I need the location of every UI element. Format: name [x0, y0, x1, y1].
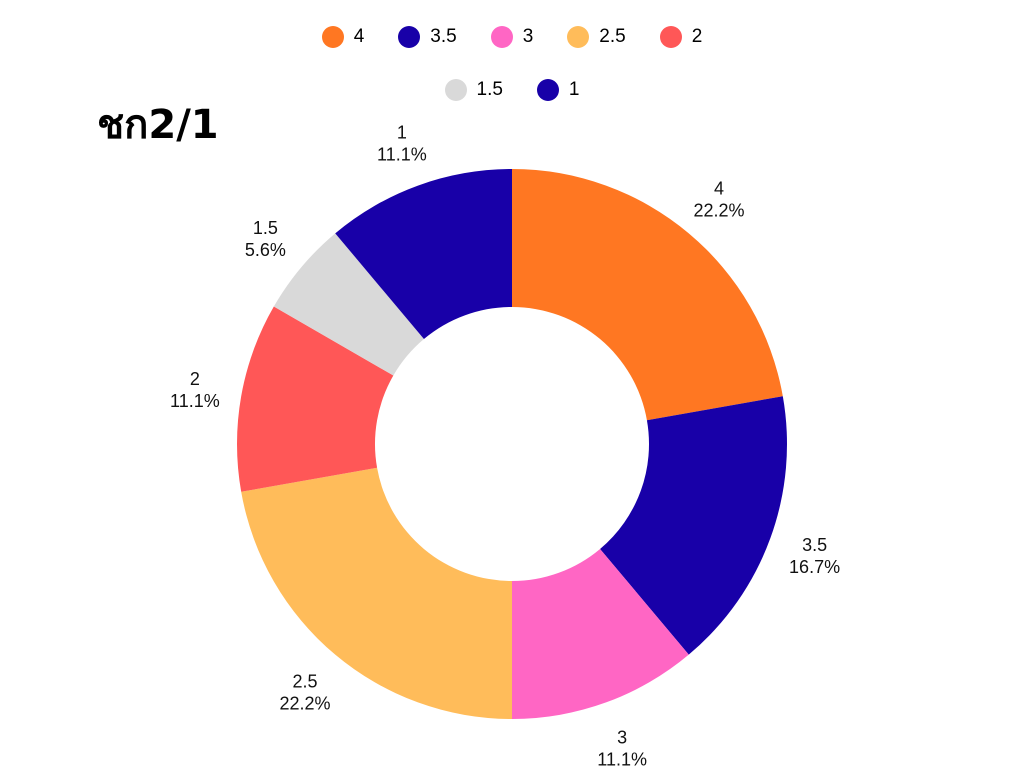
legend-swatch — [659, 26, 682, 48]
legend-item-1: 1 — [536, 79, 580, 101]
slice-percent: 22.2% — [693, 200, 744, 220]
legend-swatch — [567, 26, 590, 48]
legend-item-2: 2 — [659, 26, 703, 48]
legend-row-1: 4 3.5 3 2.5 2 — [0, 26, 1024, 48]
legend-swatch — [536, 79, 559, 101]
slice-percent: 22.2% — [279, 694, 330, 714]
slice-label: 1.5 — [253, 218, 278, 238]
slice-label: 3 — [617, 728, 627, 748]
legend-item-1.5: 1.5 — [444, 79, 503, 101]
slice-percent: 11.1% — [170, 391, 220, 411]
legend-label: 1 — [568, 79, 580, 100]
chart-title: ชก2/1 — [97, 102, 219, 148]
legend-label: 4 — [353, 26, 365, 47]
slice-label: 2.5 — [293, 672, 318, 692]
slice-1 — [335, 169, 512, 340]
slice-1.5 — [273, 233, 424, 376]
legend-label: 3.5 — [430, 26, 457, 47]
legend-swatch — [444, 79, 467, 101]
legend-label: 2 — [691, 26, 703, 47]
slice-percent: 16.7% — [789, 557, 840, 577]
legend-item-3.5: 3.5 — [398, 26, 457, 48]
slice-2 — [237, 306, 394, 492]
slice-label: 3.5 — [802, 535, 827, 555]
legend-item-4: 4 — [321, 26, 365, 48]
legend-label: 1.5 — [476, 79, 503, 100]
slice-4 — [512, 169, 783, 421]
legend-swatch — [321, 26, 344, 48]
slice-3.5 — [600, 396, 787, 655]
slice-percent: 5.6% — [245, 240, 286, 260]
slice-label: 4 — [714, 178, 724, 198]
legend-swatch — [398, 26, 421, 48]
slice-3 — [512, 548, 689, 719]
legend-swatch — [490, 26, 513, 48]
slice-label: 2 — [190, 369, 200, 389]
legend-label: 2.5 — [599, 26, 626, 47]
legend-item-3: 3 — [490, 26, 534, 48]
slice-percent: 11.1% — [597, 750, 647, 768]
slice-label: 1 — [397, 122, 407, 142]
legend-label: 3 — [522, 26, 534, 47]
legend-item-2.5: 2.5 — [567, 26, 626, 48]
slice-percent: 11.1% — [377, 144, 427, 164]
slice-2.5 — [241, 467, 513, 719]
legend-row-2: 1.5 1 — [0, 79, 1024, 101]
